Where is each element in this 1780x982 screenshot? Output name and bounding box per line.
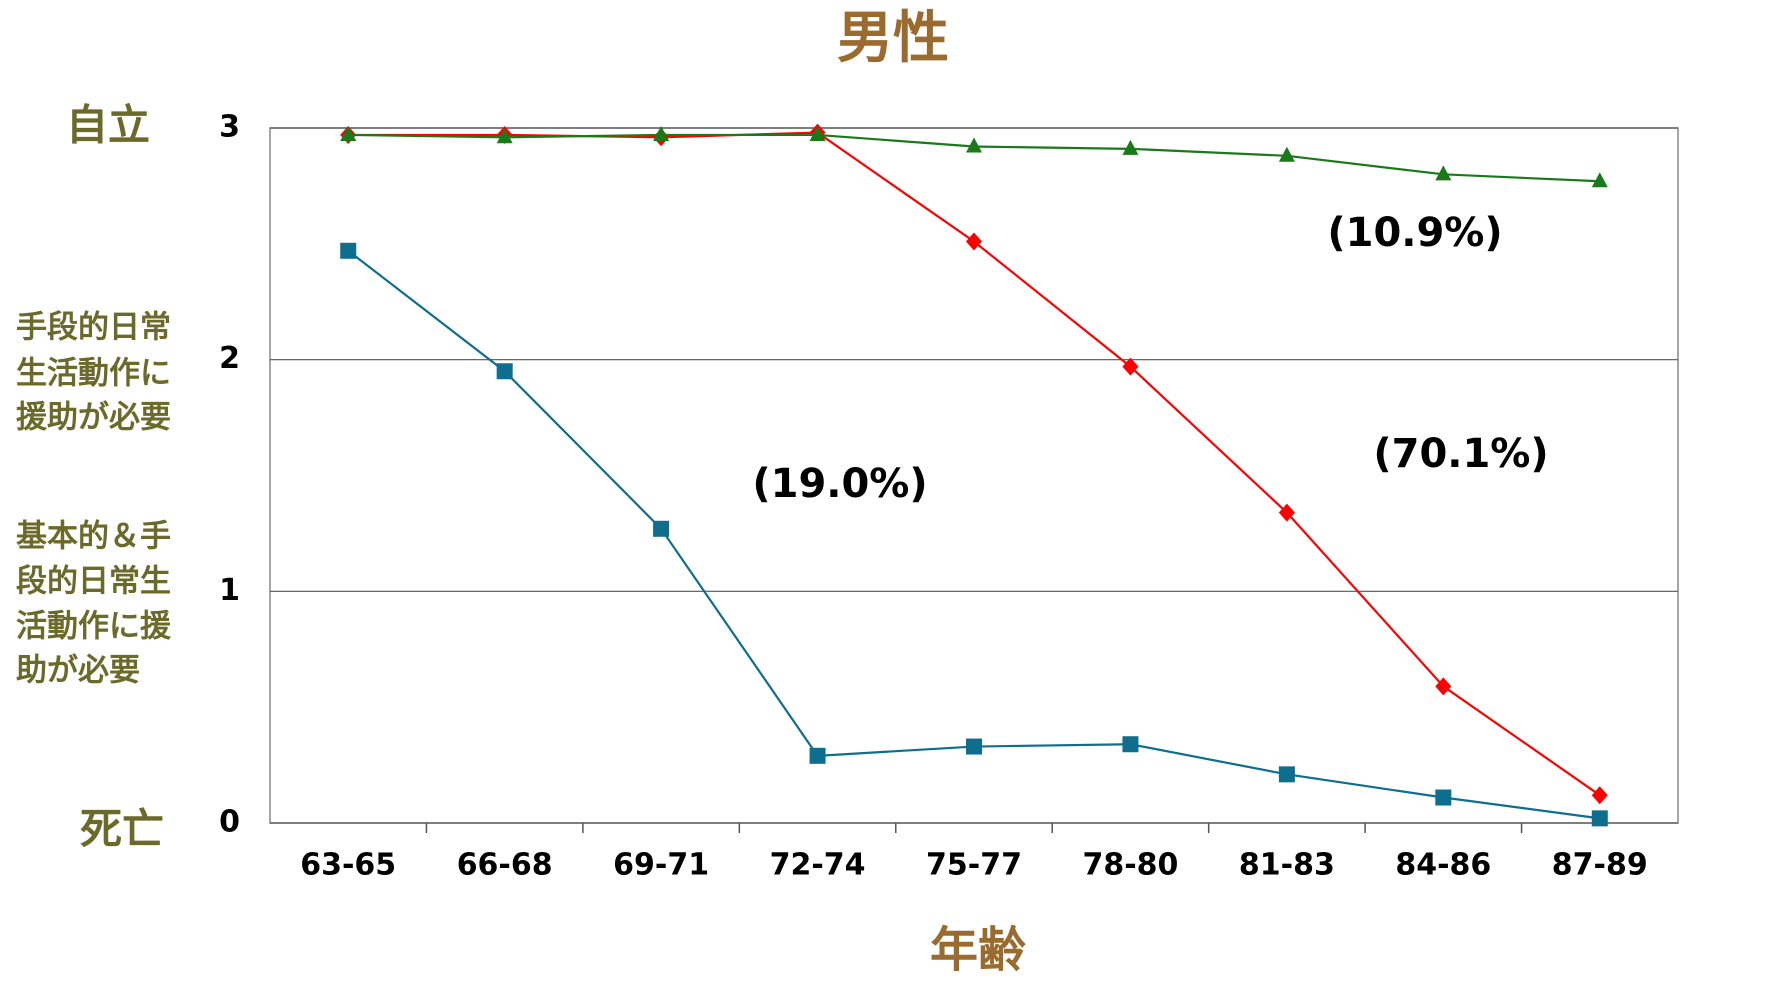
marker — [1278, 766, 1295, 783]
series-line — [347, 249, 1600, 820]
chart-title: 男性 — [837, 6, 949, 71]
marker — [966, 232, 982, 251]
marker — [1591, 810, 1608, 827]
marker — [1435, 165, 1452, 181]
x-tick-label: 69-71 — [613, 848, 709, 883]
marker — [809, 125, 826, 141]
marker — [966, 738, 982, 755]
y-tick-label: 3 — [219, 110, 240, 145]
y-category-label: 生活動作に — [16, 356, 171, 392]
y-category-label: 基本的＆手 — [16, 519, 171, 555]
x-tick-label: 81-83 — [1239, 848, 1335, 883]
x-tick-label: 63-65 — [300, 848, 396, 883]
y-category-label: 段的日常生 — [16, 564, 171, 600]
marker — [1435, 789, 1452, 806]
x-tick-label: 75-77 — [926, 848, 1022, 883]
y-category-label: 自立 — [66, 101, 150, 150]
marker — [1122, 139, 1139, 155]
y-category-label: 手段的日常 — [16, 310, 171, 346]
marker — [809, 747, 826, 764]
y-category-label: 活動作に援 — [16, 609, 172, 645]
marker — [653, 520, 670, 537]
marker — [1122, 736, 1139, 753]
annotation: (19.0%) — [752, 461, 927, 507]
y-tick-label: 1 — [219, 573, 240, 608]
marker — [1591, 786, 1608, 805]
x-tick-label: 87-89 — [1552, 848, 1648, 883]
marker — [340, 242, 357, 259]
marker — [1122, 357, 1139, 376]
marker — [1435, 677, 1452, 696]
marker — [340, 125, 357, 141]
annotation: (10.9%) — [1327, 210, 1502, 256]
marker — [496, 128, 513, 144]
marker — [966, 137, 982, 153]
x-tick-label: 66-68 — [457, 848, 553, 883]
x-axis-label: 年齢 — [930, 922, 1026, 978]
x-tick-label: 72-74 — [770, 848, 866, 883]
marker — [1591, 172, 1608, 188]
y-tick-label: 2 — [219, 341, 240, 376]
x-tick-label: 84-86 — [1395, 848, 1491, 883]
marker — [1278, 146, 1295, 162]
y-category-label: 助が必要 — [16, 653, 140, 689]
y-category-label: 死亡 — [80, 805, 164, 854]
marker — [653, 125, 670, 141]
y-tick-label: 0 — [219, 805, 240, 840]
marker — [1278, 503, 1295, 522]
marker — [496, 363, 513, 380]
annotation: (70.1%) — [1373, 431, 1548, 477]
x-tick-label: 78-80 — [1082, 848, 1178, 883]
y-category-label: 援助が必要 — [16, 400, 171, 436]
